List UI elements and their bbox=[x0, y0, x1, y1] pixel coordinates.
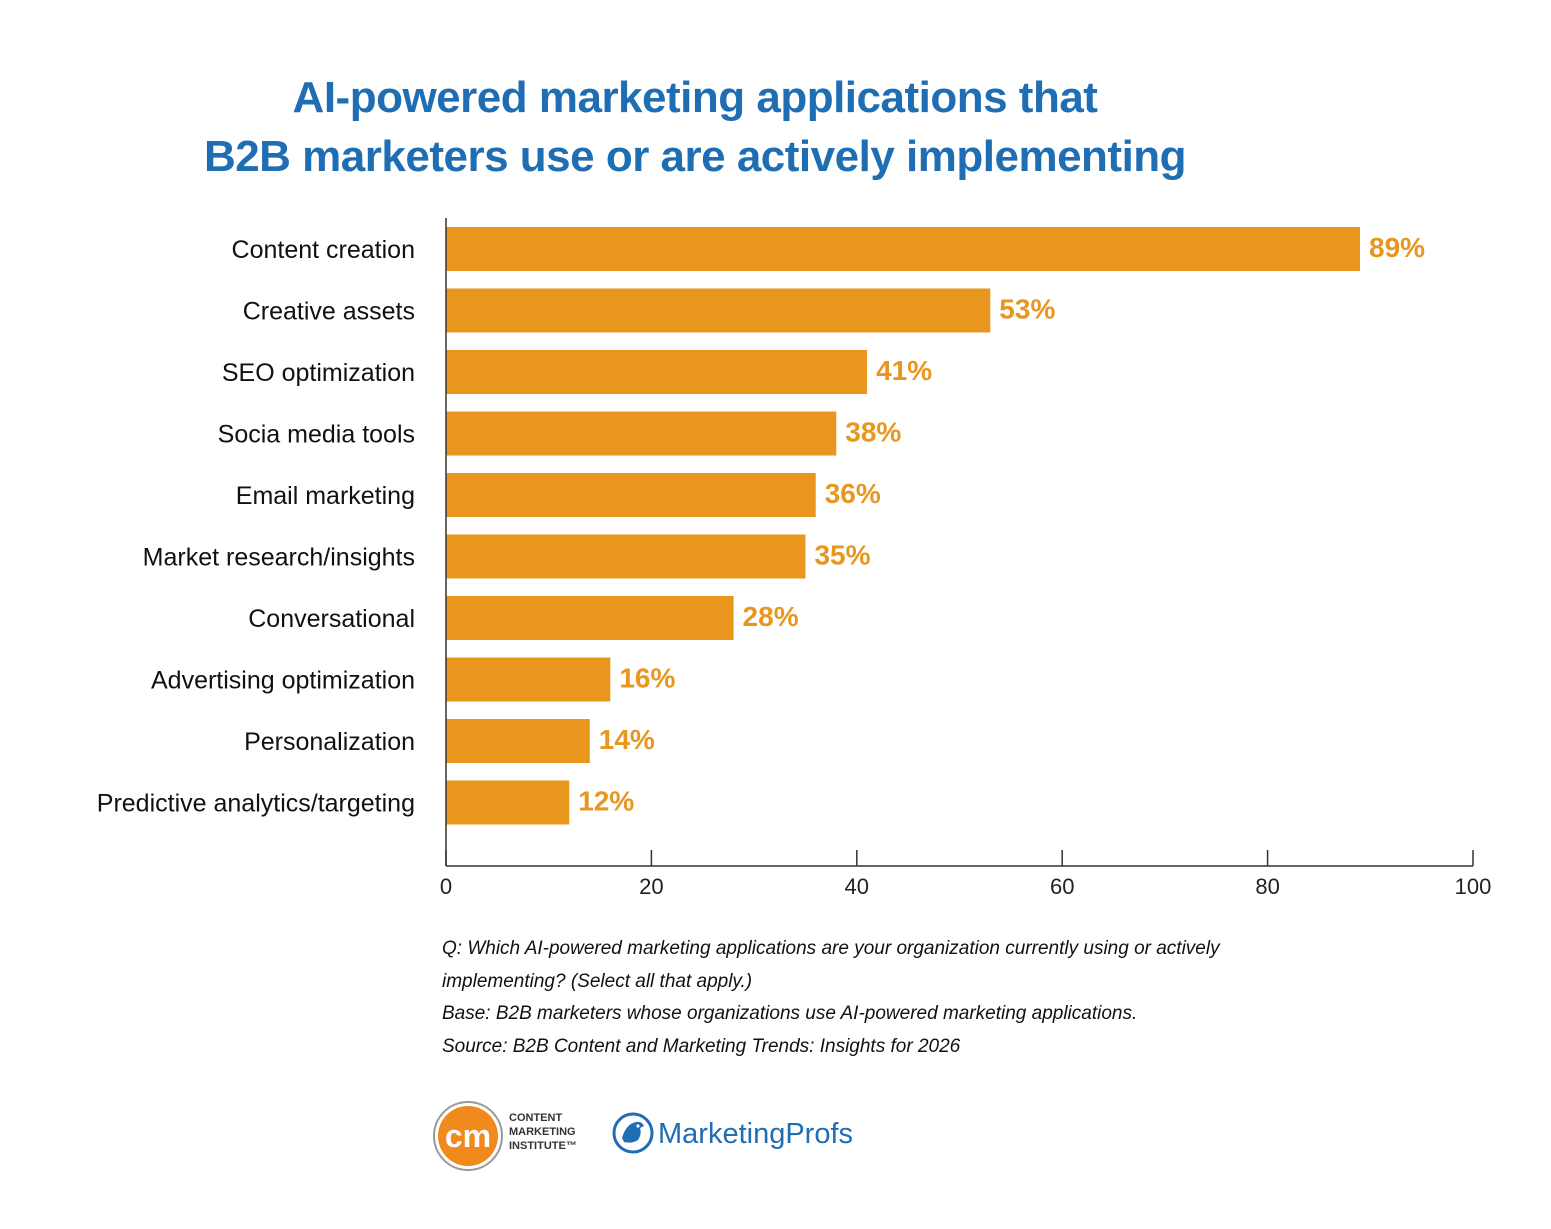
x-tick-label: 80 bbox=[1255, 874, 1279, 899]
bar bbox=[446, 473, 816, 517]
x-tick-label: 0 bbox=[440, 874, 452, 899]
chart-notes: Q: Which AI-powered marketing applicatio… bbox=[442, 933, 1442, 1063]
value-label: 41% bbox=[876, 355, 932, 386]
category-label: Personalization bbox=[244, 728, 415, 756]
note-line-1: Q: Which AI-powered marketing applicatio… bbox=[442, 938, 1220, 959]
category-label: Advertising optimization bbox=[151, 667, 415, 695]
value-label: 14% bbox=[599, 724, 655, 755]
category-label: Market research/insights bbox=[143, 544, 415, 572]
marketingprofs-wordmark: MarketingProfs bbox=[658, 1118, 853, 1150]
category-label: Content creation bbox=[232, 236, 415, 264]
value-label: 89% bbox=[1369, 232, 1425, 263]
bar bbox=[446, 657, 611, 702]
content-marketing-institute-logo: cm CONTENT MARKETING INSTITUTE™ bbox=[433, 1101, 577, 1171]
bar bbox=[446, 780, 570, 825]
axes bbox=[445, 218, 1473, 867]
bar bbox=[446, 719, 590, 763]
category-label: Predictive analytics/targeting bbox=[97, 790, 415, 818]
x-tick-label: 20 bbox=[639, 874, 663, 899]
x-tick-label: 40 bbox=[845, 874, 869, 899]
value-label: 35% bbox=[814, 540, 870, 571]
category-label: Conversational bbox=[248, 605, 415, 633]
x-tick-label: 100 bbox=[1455, 874, 1492, 899]
value-label: 53% bbox=[999, 294, 1055, 325]
value-label: 12% bbox=[578, 786, 634, 817]
chart-title: AI-powered marketing applications that B… bbox=[0, 68, 1390, 186]
note-line-3: Base: B2B marketers whose organizations … bbox=[442, 1003, 1138, 1024]
value-labels: 89% 53% 41% 38% 36% 35% 28% 16% 14% 12% bbox=[578, 232, 1425, 817]
chart-title-line-2: B2B marketers use or are actively implem… bbox=[203, 132, 1187, 181]
chart-title-line-1: AI-powered marketing applications that bbox=[292, 73, 1098, 122]
marketingprofs-logo: MarketingProfs bbox=[612, 1112, 853, 1154]
value-label: 28% bbox=[743, 601, 799, 632]
category-label: Creative assets bbox=[243, 298, 415, 326]
bar bbox=[446, 350, 868, 394]
note-line-4: Source: B2B Content and Marketing Trends… bbox=[442, 1035, 961, 1057]
value-label: 36% bbox=[825, 478, 881, 509]
cmi-logo-mark: cm bbox=[445, 1118, 491, 1154]
bar bbox=[446, 411, 837, 456]
bar bbox=[446, 227, 1361, 271]
category-labels: Content creation Creative assets SEO optim… bbox=[97, 236, 415, 818]
x-tick-label: 60 bbox=[1050, 874, 1074, 899]
category-label: Socia media tools bbox=[218, 421, 415, 449]
category-label: SEO optimization bbox=[222, 359, 415, 387]
note-line-2: implementing? (Select all that apply.) bbox=[442, 970, 753, 992]
bar bbox=[446, 288, 991, 333]
bar-chart: Content creation Creative assets SEO optim… bbox=[97, 218, 1491, 899]
cmi-logo-line-3: INSTITUTE™ bbox=[509, 1140, 577, 1152]
bars-group bbox=[446, 227, 1361, 825]
x-axis-ticks: 0 20 40 60 80 100 bbox=[440, 850, 1491, 899]
value-label: 38% bbox=[845, 417, 901, 448]
bar bbox=[446, 534, 806, 579]
bar bbox=[446, 596, 734, 640]
cmi-logo-line-1: CONTENT bbox=[509, 1112, 562, 1124]
cmi-logo-line-2: MARKETING bbox=[509, 1126, 576, 1138]
value-label: 16% bbox=[619, 663, 675, 694]
category-label: Email marketing bbox=[236, 482, 415, 510]
